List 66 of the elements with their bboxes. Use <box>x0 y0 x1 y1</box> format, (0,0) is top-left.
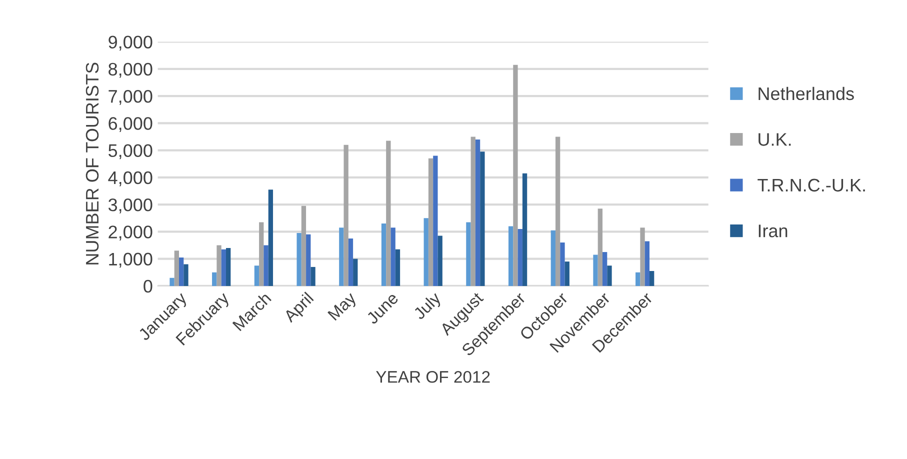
bar <box>564 262 570 286</box>
bar <box>644 241 650 286</box>
bar <box>386 140 391 286</box>
bar <box>650 271 654 286</box>
bar <box>178 257 184 286</box>
bar <box>296 233 302 286</box>
y-tick-label: 0 <box>144 280 152 293</box>
bar <box>555 136 560 286</box>
y-tick-label: 6,000 <box>108 117 152 132</box>
bar <box>390 228 396 286</box>
bar <box>268 190 274 286</box>
bar <box>212 272 217 286</box>
legend-label: Netherlands <box>758 86 854 100</box>
y-tick-label: 3,000 <box>108 198 152 214</box>
bar <box>424 218 428 286</box>
bar <box>466 222 471 286</box>
x-tick-label: July <box>412 290 444 323</box>
bar <box>522 173 528 286</box>
bar <box>428 158 434 286</box>
y-tick-label: 7,000 <box>108 90 152 105</box>
bar <box>475 139 480 286</box>
bar <box>607 266 612 286</box>
bar <box>395 249 400 286</box>
y-tick-label: 9,000 <box>108 36 152 51</box>
y-axis-title: NUMBER OF TOURISTS <box>86 62 99 264</box>
bar <box>301 206 306 286</box>
bar <box>306 234 311 286</box>
bar <box>174 250 179 286</box>
bar <box>513 64 518 286</box>
y-tick-label: 4,000 <box>108 171 152 186</box>
bar <box>518 228 522 286</box>
bar <box>216 245 222 286</box>
bar <box>344 144 348 286</box>
bar <box>593 254 598 286</box>
bar <box>226 248 231 286</box>
y-tick-label: 8,000 <box>108 62 152 78</box>
x-tick-label: May <box>328 291 360 324</box>
bar <box>184 264 188 286</box>
bar <box>381 224 386 286</box>
x-axis-title: YEAR OF 2012 <box>376 371 490 383</box>
bar <box>640 228 645 286</box>
bar <box>310 266 316 286</box>
bar <box>560 242 565 286</box>
bar <box>470 136 476 286</box>
y-tick-label: 2,000 <box>108 226 152 241</box>
bar <box>170 278 174 286</box>
bar <box>259 222 264 286</box>
legend-label: Iran <box>758 224 788 238</box>
bar <box>264 245 268 286</box>
bar <box>339 228 344 286</box>
bar <box>353 258 358 286</box>
bar <box>480 152 485 286</box>
bar <box>254 266 260 286</box>
legend-label: T.R.N.C.-U.K. <box>758 178 865 192</box>
bar <box>636 272 640 286</box>
bar <box>550 230 556 286</box>
y-tick-label: 1,000 <box>109 252 152 268</box>
bar <box>598 208 602 286</box>
legend-label: U.K. <box>758 133 791 146</box>
bar <box>433 156 438 286</box>
bar <box>438 236 442 286</box>
y-tick-label: 5,000 <box>108 144 152 160</box>
bar <box>508 226 514 286</box>
bar <box>221 249 226 286</box>
bar <box>348 238 354 286</box>
bar <box>602 252 608 286</box>
